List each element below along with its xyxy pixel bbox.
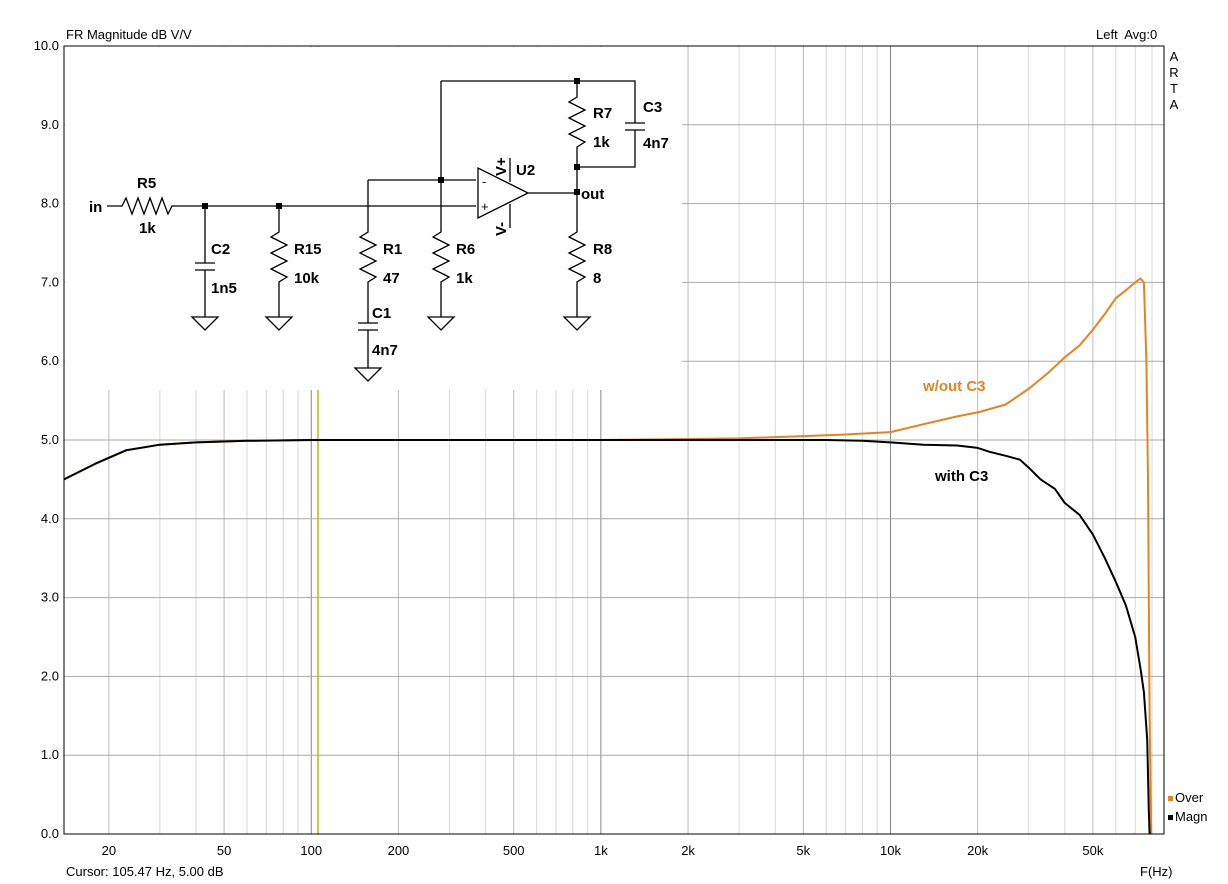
y-tick-label: 9.0	[41, 117, 59, 132]
label-r5-value: 1k	[139, 220, 156, 237]
r15-ground-icon	[264, 316, 294, 331]
label-r7: R7	[593, 105, 612, 122]
c2-ground-icon	[190, 316, 220, 331]
label-in: in	[89, 199, 102, 216]
x-tick-label: 200	[388, 843, 410, 858]
label-c3-value: 4n7	[643, 135, 669, 152]
channel-info: Left Avg:0	[1096, 27, 1158, 42]
c2-capacitor	[195, 206, 215, 317]
y-tick-label: 2.0	[41, 668, 59, 683]
junction-dot	[574, 78, 580, 84]
y-tick-label: 6.0	[41, 353, 59, 368]
x-tick-label: 50k	[1082, 843, 1103, 858]
x-tick-label: 50	[217, 843, 231, 858]
label-out: out	[581, 186, 604, 203]
y-tick-labels: 0.0 1.0 2.0 3.0 4.0 5.0 6.0 7.0 8.0 9.0 10.0	[34, 38, 59, 841]
y-tick-label: 10.0	[34, 38, 59, 53]
series-lines	[63, 277, 1153, 835]
label-c1-value: 4n7	[372, 342, 398, 359]
legend-label: Over	[1175, 790, 1204, 805]
label-r8: R8	[593, 241, 612, 258]
legend-swatch	[1168, 796, 1173, 801]
c1-ground-icon	[353, 367, 383, 382]
junction-dot	[202, 203, 208, 209]
junction-dot	[574, 189, 580, 195]
y-tick-label: 7.0	[41, 274, 59, 289]
legend: Over Magn	[1168, 790, 1208, 824]
x-tick-label: 20	[102, 843, 116, 858]
legend-swatch	[1168, 815, 1173, 820]
label-c2-value: 1n5	[211, 280, 237, 297]
label-opamp-minus: -	[482, 174, 486, 189]
junction-dot	[276, 203, 282, 209]
junction-dot	[438, 177, 444, 183]
annotation-without-c3: w/out C3	[922, 378, 986, 395]
x-tick-label: 500	[503, 843, 525, 858]
x-tick-label: 2k	[681, 843, 695, 858]
label-r15: R15	[294, 241, 322, 258]
chart-title: FR Magnitude dB V/V	[66, 27, 192, 42]
x-tick-labels: 20 50 100 200 500 1k 2k 5k 10k 20k 50k	[102, 843, 1104, 858]
y-tick-label: 3.0	[41, 590, 59, 605]
legend-label: Magn	[1175, 809, 1208, 824]
label-c2: C2	[211, 241, 230, 258]
r1-c1-branch	[358, 179, 476, 368]
label-r1-value: 47	[383, 270, 400, 287]
x-tick-label: 1k	[594, 843, 608, 858]
schematic-background	[65, 47, 682, 390]
circuit-schematic: in R5 1k C2 1n5 R15 10k R1 47 C1 4n7 R6 …	[65, 47, 682, 390]
label-r1: R1	[383, 241, 402, 258]
y-tick-label: 1.0	[41, 747, 59, 762]
side-label-letter: A	[1170, 49, 1179, 64]
y-tick-label: 4.0	[41, 511, 59, 526]
opamp-u2	[477, 166, 577, 220]
label-r8-value: 8	[593, 270, 601, 287]
label-r15-value: 10k	[294, 270, 320, 287]
x-tick-label: 10k	[880, 843, 901, 858]
side-label-letter: T	[1170, 81, 1178, 96]
x-unit-label: F(Hz)	[1140, 864, 1173, 879]
label-r6-value: 1k	[456, 270, 473, 287]
y-tick-label: 0.0	[41, 826, 59, 841]
r5-resistor	[107, 196, 476, 216]
cursor-readout: Cursor: 105.47 Hz, 5.00 dB	[66, 864, 224, 879]
r7-resistor	[567, 81, 587, 192]
y-tick-label: 8.0	[41, 196, 59, 211]
label-r5: R5	[137, 175, 156, 192]
label-vminus: V-	[493, 222, 510, 236]
plot-frame	[63, 45, 1165, 835]
r6-resistor	[431, 81, 451, 317]
r8-resistor	[567, 192, 587, 317]
y-tick-label: 5.0	[41, 432, 59, 447]
x-tick-label: 5k	[796, 843, 810, 858]
r15-resistor	[269, 206, 289, 317]
side-label-letter: R	[1169, 65, 1178, 80]
label-r7-value: 1k	[593, 134, 610, 151]
label-c1: C1	[372, 305, 391, 322]
label-vplus: V+	[493, 157, 510, 176]
annotation-with-c3: with C3	[934, 468, 988, 485]
r8-ground-icon	[562, 316, 592, 331]
label-u2: U2	[516, 162, 535, 179]
x-tick-label: 20k	[967, 843, 988, 858]
x-tick-label: 100	[300, 843, 322, 858]
side-label-letter: A	[1170, 97, 1179, 112]
r6-ground-icon	[426, 316, 456, 331]
label-opamp-plus: +	[481, 199, 489, 214]
series-line-magn	[63, 439, 1151, 835]
label-r6: R6	[456, 241, 475, 258]
label-c3: C3	[643, 99, 662, 116]
c3-capacitor	[441, 80, 645, 168]
junction-dot	[574, 164, 580, 170]
